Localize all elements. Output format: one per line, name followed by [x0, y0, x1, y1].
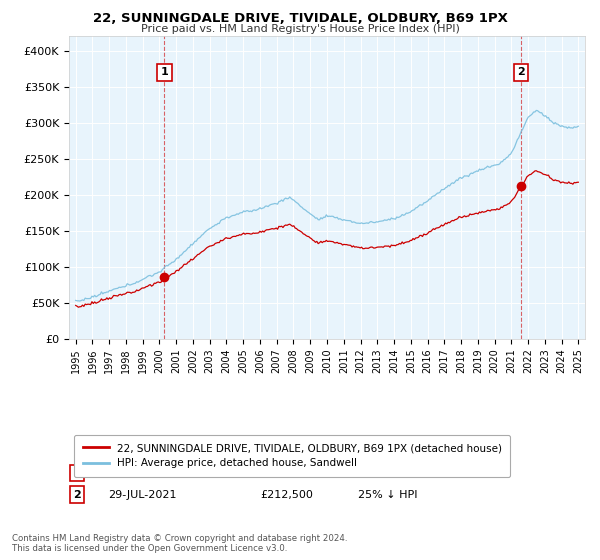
Text: 2: 2	[517, 67, 525, 77]
Text: 2: 2	[73, 489, 80, 500]
Text: 1: 1	[73, 468, 80, 478]
Text: £212,500: £212,500	[260, 489, 313, 500]
Text: 1: 1	[161, 67, 169, 77]
Text: 25% ↓ HPI: 25% ↓ HPI	[358, 489, 418, 500]
Text: 29-JUL-2021: 29-JUL-2021	[108, 489, 176, 500]
Text: Contains HM Land Registry data © Crown copyright and database right 2024.
This d: Contains HM Land Registry data © Crown c…	[12, 534, 347, 553]
Text: £85,500: £85,500	[260, 468, 305, 478]
Text: 7% ↑ HPI: 7% ↑ HPI	[358, 468, 410, 478]
Text: Price paid vs. HM Land Registry's House Price Index (HPI): Price paid vs. HM Land Registry's House …	[140, 24, 460, 34]
Legend: 22, SUNNINGDALE DRIVE, TIVIDALE, OLDBURY, B69 1PX (detached house), HPI: Average: 22, SUNNINGDALE DRIVE, TIVIDALE, OLDBURY…	[74, 435, 510, 477]
Text: 22, SUNNINGDALE DRIVE, TIVIDALE, OLDBURY, B69 1PX: 22, SUNNINGDALE DRIVE, TIVIDALE, OLDBURY…	[92, 12, 508, 25]
Text: 17-APR-2000: 17-APR-2000	[108, 468, 179, 478]
